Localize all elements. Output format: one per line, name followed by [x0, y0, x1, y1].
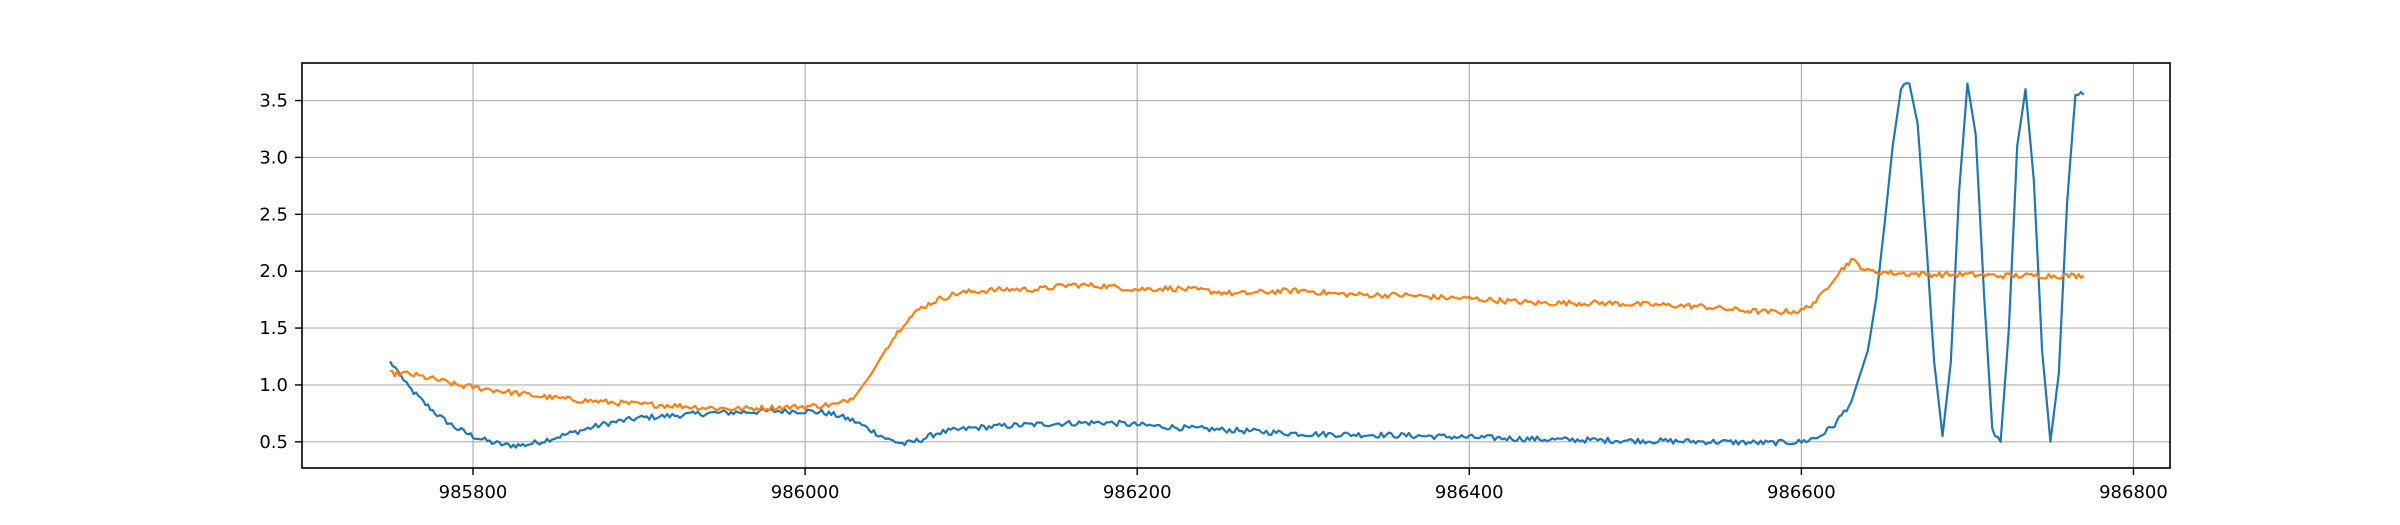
x-tick-label: 986800: [2099, 482, 2168, 503]
y-tick-label: 0.5: [259, 432, 288, 453]
series-layer: [389, 81, 2085, 449]
y-tick-label: 1.5: [259, 318, 288, 339]
y-tick-label: 2.5: [259, 204, 288, 225]
x-tick-label: 986200: [1103, 482, 1172, 503]
series-line-2: [389, 258, 2085, 412]
y-tick-label: 2.0: [259, 261, 288, 282]
x-tick-label: 986000: [771, 482, 840, 503]
axes: [301, 62, 2171, 469]
ticks: 985800 986000 986200 986400 986600 986800 0.5 1…: [259, 91, 2167, 503]
x-tick-label: 986600: [1767, 482, 1836, 503]
y-tick-label: 3.0: [259, 147, 288, 168]
series-line-1: [389, 81, 2085, 449]
x-tick-label: 986400: [1435, 482, 1504, 503]
x-tick-label: 985800: [439, 482, 508, 503]
y-tick-label: 1.0: [259, 375, 288, 396]
y-tick-label: 3.5: [259, 91, 288, 112]
plot-frame: [301, 62, 2171, 469]
grid: [302, 63, 2170, 468]
